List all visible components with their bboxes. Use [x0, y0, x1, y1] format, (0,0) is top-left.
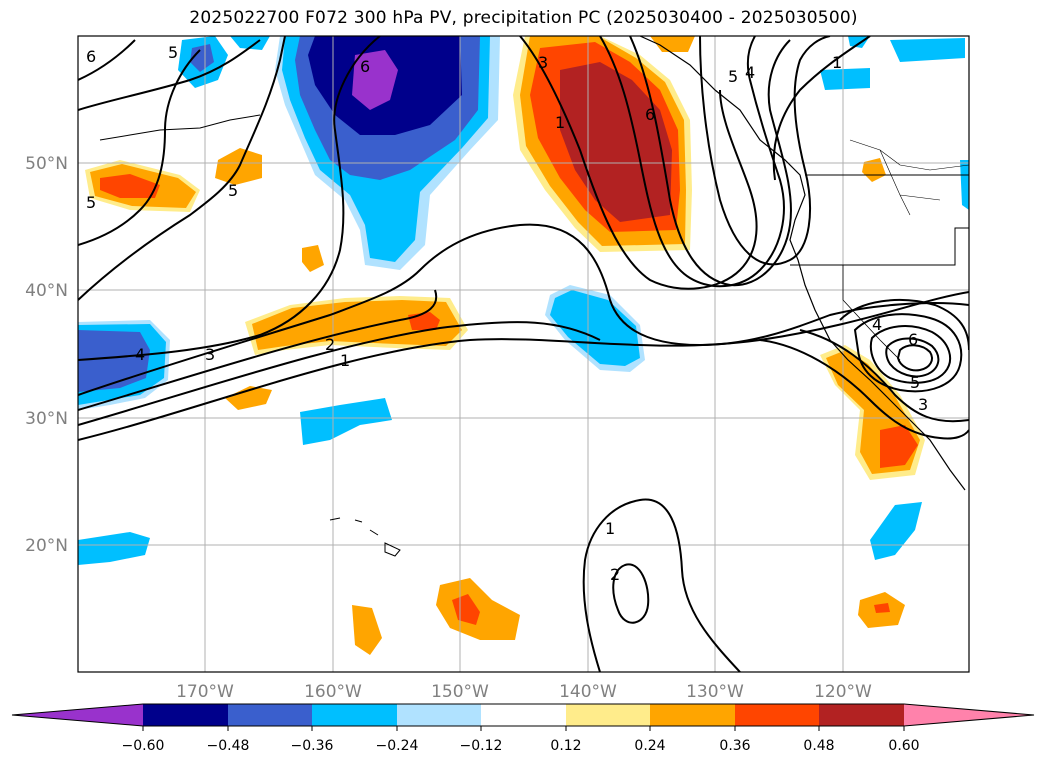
- positive-anomaly-region: [650, 36, 695, 52]
- positive-anomaly-region: [252, 300, 462, 350]
- negative-anomaly-region: [78, 532, 150, 565]
- contour-label: 5: [910, 373, 920, 392]
- map-frame: [77, 35, 970, 673]
- contour-label: 5: [728, 67, 738, 86]
- contour-label: 1: [832, 53, 842, 72]
- positive-anomaly-region: [100, 174, 160, 198]
- colorbar-segment: [143, 704, 228, 726]
- positive-anomaly-region: [225, 386, 272, 410]
- colorbar-segment: [12, 704, 143, 726]
- colorbar-segment: [397, 704, 481, 726]
- colorbar-tick-label: −0.24: [376, 738, 419, 754]
- colorbar-segment: [312, 704, 397, 726]
- contour-label: 6: [908, 330, 918, 349]
- latitude-label: 30°N: [25, 409, 68, 429]
- contour-label: 5: [168, 43, 178, 62]
- positive-anomaly-region: [862, 158, 886, 182]
- positive-anomaly-region: [352, 605, 382, 655]
- graticule: [78, 36, 969, 672]
- colorbar-segment: [735, 704, 819, 726]
- colorbar-segment: [819, 704, 904, 726]
- negative-anomaly-region: [820, 68, 870, 90]
- colorbar-segment: [481, 704, 566, 726]
- longitude-label: 160°W: [304, 682, 362, 702]
- colorbar-tick-label: −0.60: [122, 738, 165, 754]
- contour-label: 4: [135, 345, 145, 364]
- longitude-label: 150°W: [431, 682, 489, 702]
- contour-label: 3: [538, 53, 548, 72]
- colorbar: [11, 703, 1035, 731]
- longitude-label: 120°W: [814, 682, 872, 702]
- contour-label: 3: [205, 345, 215, 364]
- pv-contours: [78, 36, 969, 672]
- negative-anomaly-region: [550, 290, 640, 366]
- latitude-label: 50°N: [25, 154, 68, 174]
- positive-anomaly-region: [874, 603, 890, 613]
- map-title: 2025022700 F072 300 hPa PV, precipitatio…: [189, 8, 858, 28]
- contour-label: 1: [340, 351, 350, 370]
- colorbar-tick-label: 0.36: [719, 738, 750, 754]
- longitude-labels: 170°W 160°W 150°W 140°W 130°W 120°W: [176, 682, 872, 702]
- colorbar-labels: −0.60 −0.48 −0.36 −0.24 −0.12 0.12 0.24 …: [122, 738, 920, 754]
- colorbar-tick-label: 0.60: [888, 738, 919, 754]
- colorbar-tick-label: 0.24: [634, 738, 665, 754]
- negative-anomaly-region: [960, 160, 969, 210]
- colorbar-tick-label: 0.48: [803, 738, 834, 754]
- longitude-label: 130°W: [686, 682, 744, 702]
- colorbar-tick-label: −0.12: [460, 738, 503, 754]
- contour-label: 2: [610, 565, 620, 584]
- colorbar-tick-label: −0.48: [207, 738, 250, 754]
- latitude-labels: 50°N 40°N 30°N 20°N: [25, 154, 68, 556]
- positive-anomaly-region: [880, 425, 918, 468]
- positive-anomaly-region: [302, 245, 324, 272]
- latitude-label: 40°N: [25, 281, 68, 301]
- negative-anomaly-region: [230, 36, 270, 50]
- colorbar-segment: [650, 704, 735, 726]
- negative-anomaly-region: [890, 38, 965, 62]
- contour-label: 5: [228, 181, 238, 200]
- negative-anomaly-region: [190, 44, 214, 72]
- longitude-label: 140°W: [559, 682, 617, 702]
- longitude-label: 170°W: [176, 682, 234, 702]
- colorbar-tick-label: 0.12: [550, 738, 581, 754]
- contour-label: 5: [86, 193, 96, 212]
- contour-label: 6: [86, 47, 96, 66]
- positive-anomaly-region: [452, 594, 480, 625]
- colorbar-segment: [566, 704, 650, 726]
- contour-label: 1: [555, 113, 565, 132]
- negative-anomaly-region: [352, 50, 398, 110]
- contour-label: 2: [325, 335, 335, 354]
- colorbar-tick-label: −0.36: [291, 738, 334, 754]
- colorbar-segment: [228, 704, 312, 726]
- contour-label: 4: [872, 315, 882, 334]
- latitude-label: 20°N: [25, 536, 68, 556]
- contour-label: 4: [745, 63, 755, 82]
- contour-label: 3: [918, 395, 928, 414]
- contour-label: 6: [360, 57, 370, 76]
- negative-anomaly-region: [300, 398, 392, 445]
- contour-label: 6: [645, 105, 655, 124]
- colorbar-segment: [904, 704, 1034, 726]
- contour-label: 1: [605, 519, 615, 538]
- contour-label-group: 6 5 5 5 6 3 1 6 5 4 1 4 3 2 1 1 2 6 5 3 …: [86, 43, 928, 584]
